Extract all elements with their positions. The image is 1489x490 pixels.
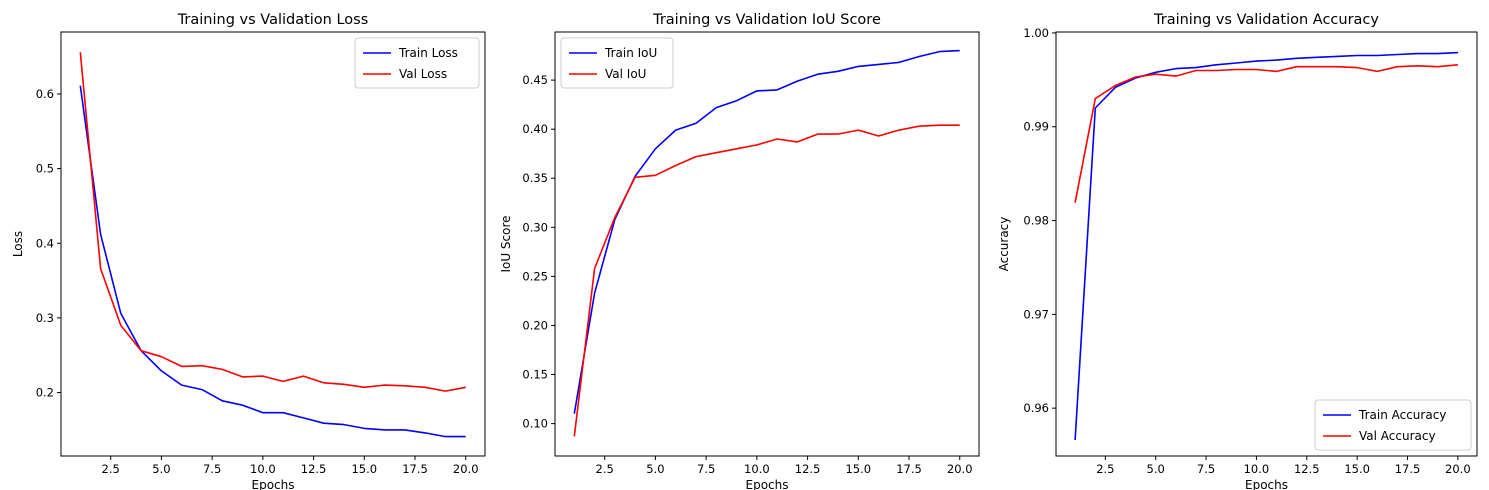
x-tick-label: 7.5: [697, 462, 715, 476]
legend-label: Val IoU: [605, 67, 646, 81]
y-tick-label: 0.45: [522, 73, 548, 87]
plot-frame: [60, 31, 486, 457]
y-tick-label: 0.5: [36, 162, 54, 176]
y-axis-label: Loss: [11, 231, 25, 257]
y-tick-label: 0.25: [522, 269, 548, 283]
x-tick-label: 17.5: [402, 462, 428, 476]
x-tick-label: 7.5: [203, 462, 221, 476]
x-tick-label: 15.0: [845, 462, 871, 476]
y-tick-label: 0.96: [1023, 401, 1049, 415]
x-tick-label: 20.0: [1445, 462, 1471, 476]
series-line-1: [1074, 51, 1458, 441]
x-tick-label: 15.0: [351, 462, 377, 476]
chart-panel-3: Training vs Validation Accuracy 2.5 5.0 7.5…: [997, 12, 1478, 490]
legend-box: [354, 37, 480, 89]
x-tick-label: 10.0: [250, 462, 276, 476]
x-tick-label: 2.5: [102, 462, 120, 476]
y-axis-label: IoU Score: [499, 215, 513, 272]
x-axis-label: Epochs: [1245, 478, 1288, 490]
x-tick-label: 2.5: [596, 462, 614, 476]
x-axis-label: Epochs: [252, 478, 295, 490]
x-tick-label: 5.0: [646, 462, 664, 476]
y-tick-label: 0.98: [1023, 214, 1049, 228]
y-tick-label: 0.30: [522, 220, 548, 234]
x-tick-label: 20.0: [453, 462, 479, 476]
chart-title: Training vs Validation IoU Score: [652, 12, 881, 28]
x-tick-label: 5.0: [152, 462, 170, 476]
legend-box: [560, 37, 674, 89]
x-tick-label: 17.5: [896, 462, 922, 476]
x-tick-label: 10.0: [1244, 462, 1270, 476]
chart-panel-1: Training vs Validation Loss 2.5 5.0 7.5 10.0…: [11, 12, 486, 490]
legend: Train Loss Val Loss: [354, 37, 480, 89]
x-tick-label: 15.0: [1344, 462, 1370, 476]
y-tick-label: 0.97: [1023, 307, 1049, 321]
x-tick-label: 5.0: [1147, 462, 1165, 476]
series-line-2: [79, 52, 466, 392]
y-tick-label: 0.3: [36, 311, 54, 325]
legend-box: [1314, 399, 1472, 451]
series-line-2: [1074, 64, 1458, 203]
legend-label: Val Loss: [399, 67, 447, 81]
y-tick-label: 0.40: [522, 122, 548, 136]
y-tick-label: 1.00: [1023, 26, 1049, 40]
x-axis-label: Epochs: [746, 478, 789, 490]
x-tick-label: 12.5: [795, 462, 821, 476]
y-tick-label: 0.35: [522, 171, 548, 185]
series-line-2: [573, 124, 960, 437]
y-tick-label: 0.15: [522, 368, 548, 382]
y-tick-label: 0.20: [522, 318, 548, 332]
y-tick-label: 0.4: [36, 236, 54, 250]
x-tick-label: 12.5: [301, 462, 327, 476]
y-axis-label: Accuracy: [997, 217, 1011, 272]
chart-title: Training vs Validation Accuracy: [1153, 12, 1379, 28]
x-tick-label: 12.5: [1294, 462, 1320, 476]
plot-frame: [1055, 31, 1478, 457]
series-line-1: [573, 49, 960, 414]
legend: Train IoU Val IoU: [560, 37, 674, 89]
x-tick-label: 17.5: [1395, 462, 1421, 476]
legend-label: Train IoU: [604, 46, 657, 60]
y-tick-label: 0.2: [36, 386, 54, 400]
x-tick-label: 2.5: [1096, 462, 1114, 476]
y-tick-label: 0.99: [1023, 120, 1049, 134]
legend-label: Train Accuracy: [1358, 408, 1446, 422]
legend-label: Val Accuracy: [1359, 429, 1436, 443]
chart-title: Training vs Validation Loss: [177, 12, 369, 28]
series-line-1: [79, 85, 466, 438]
legend-label: Train Loss: [398, 46, 458, 60]
plot-frame: [554, 31, 980, 457]
x-tick-label: 10.0: [744, 462, 770, 476]
legend: Train Accuracy Val Accuracy: [1314, 399, 1472, 451]
chart-panel-2: Training vs Validation IoU Score 2.5 5.0 7.…: [499, 12, 980, 490]
y-tick-label: 0.6: [36, 87, 54, 101]
y-tick-label: 0.10: [522, 417, 548, 431]
x-tick-label: 7.5: [1197, 462, 1215, 476]
x-tick-label: 20.0: [947, 462, 973, 476]
